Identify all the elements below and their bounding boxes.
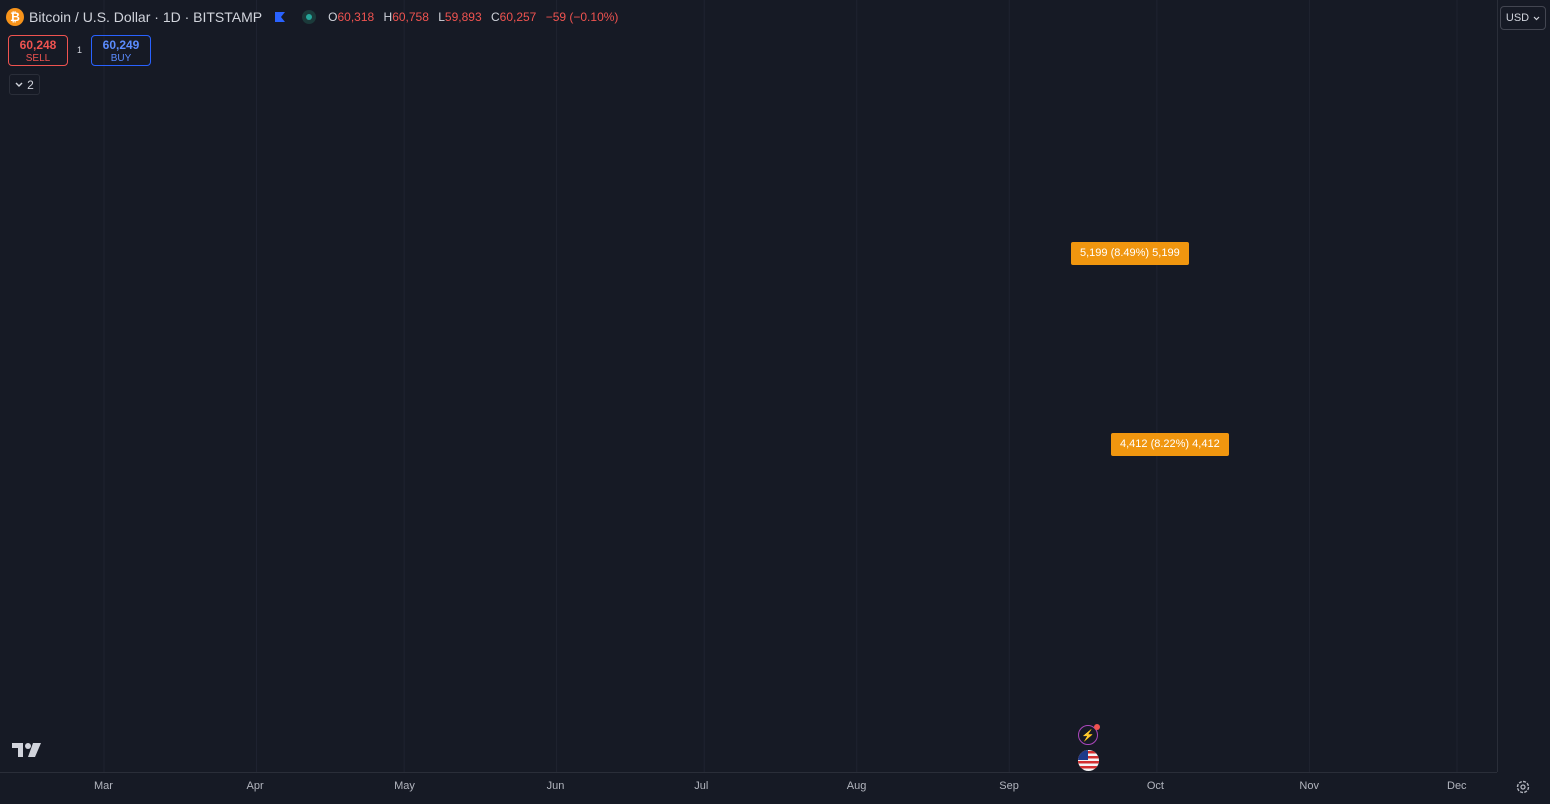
chevron-down-icon [1533, 16, 1540, 20]
change-value: −59 (−0.10%) [545, 10, 619, 24]
time-tick-label: Jun [546, 780, 565, 792]
time-tick-label: Aug [846, 780, 867, 792]
bitcoin-icon[interactable]: ₿ [6, 8, 24, 26]
currency-label: USD [1505, 12, 1530, 24]
position-1-label[interactable]: 5,199 (8.49%) 5,199 [1071, 242, 1189, 265]
symbol-header: ₿ Bitcoin / U.S. Dollar · 1D · BITSTAMP … [6, 8, 624, 26]
open-value: 60,318 [337, 10, 375, 24]
tradingview-logo-icon[interactable] [12, 742, 42, 758]
market-status-icon[interactable] [302, 10, 317, 24]
ohlc-readout: O60,318 H60,758 L59,893 C60,257 −59 (−0.… [328, 10, 619, 24]
buy-button[interactable]: 60,249 BUY [91, 35, 151, 66]
position-2-label[interactable]: 4,412 (8.22%) 4,412 [1111, 433, 1229, 456]
time-tick-label: May [394, 780, 415, 792]
time-tick-label: Dec [1447, 780, 1467, 792]
gear-icon[interactable] [1515, 779, 1531, 795]
indicators-toggle[interactable]: 2 [9, 74, 40, 95]
chart-grid [103, 0, 1458, 772]
time-tick-label: Apr [246, 780, 264, 792]
time-tick-label: Mar [94, 780, 113, 792]
low-value: 59,893 [444, 10, 482, 24]
spread-value: 1 [77, 45, 83, 55]
us-flag-icon[interactable] [1078, 750, 1099, 771]
time-axis[interactable]: Mar Apr May Jun Jul Aug Sep Oct Nov Dec [0, 772, 1497, 804]
flag-icon[interactable] [274, 11, 286, 23]
price-axis[interactable]: 46,00048,00050,00052,00054,00056,00058,0… [1497, 0, 1550, 772]
high-value: 60,758 [392, 10, 429, 24]
sell-button[interactable]: 60,248 SELL [8, 35, 68, 66]
time-tick-label: Jul [694, 780, 709, 792]
lightning-icon[interactable]: ⚡ [1078, 724, 1100, 745]
currency-select[interactable]: USD [1500, 6, 1546, 30]
price-chart[interactable] [0, 0, 1497, 772]
time-tick-label: Oct [1146, 780, 1164, 792]
time-tick-label: Nov [1299, 780, 1319, 792]
close-value: 60,257 [499, 10, 537, 24]
indicators-count: 2 [27, 77, 34, 92]
time-tick-label: Sep [999, 780, 1019, 792]
chevron-down-icon [15, 82, 23, 87]
symbol-title[interactable]: Bitcoin / U.S. Dollar · 1D · BITSTAMP [29, 9, 263, 25]
